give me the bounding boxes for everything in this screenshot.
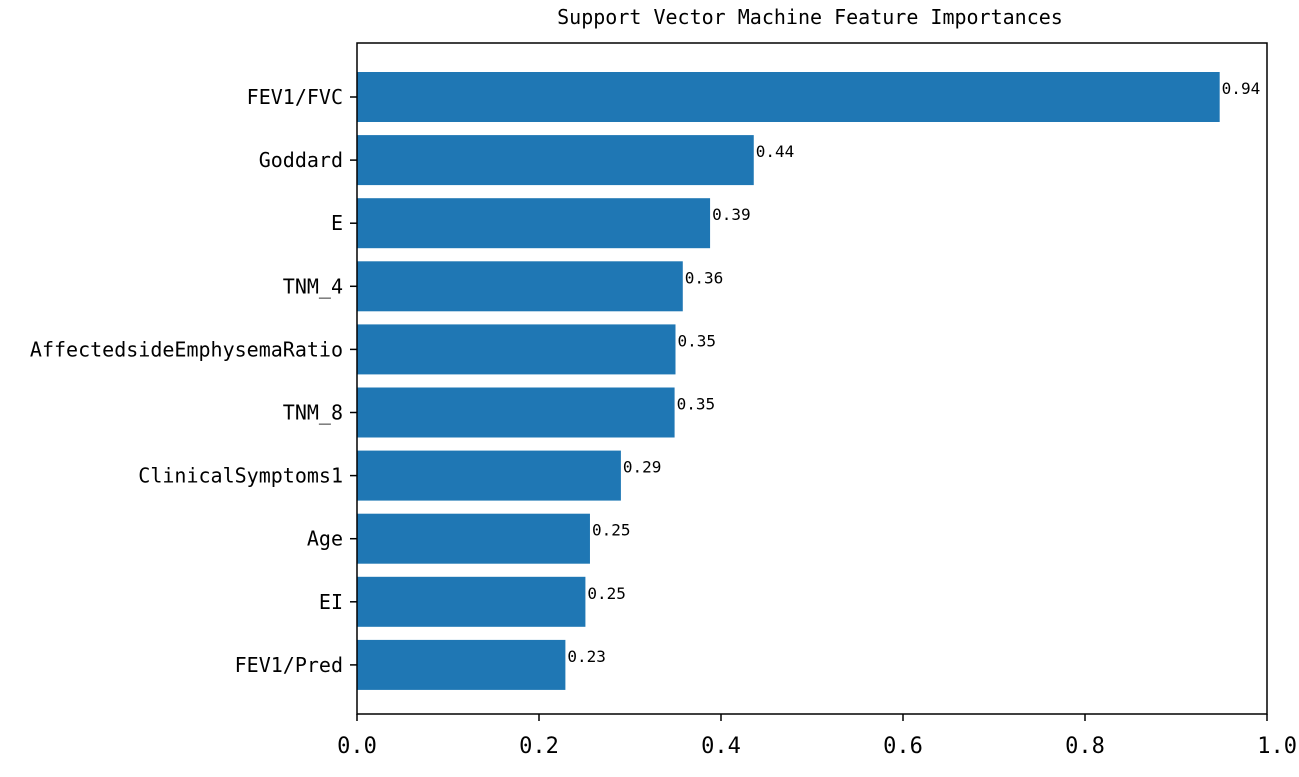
category-label-0: FEV1/FVC — [247, 85, 343, 109]
plot-area-frame — [356, 42, 1268, 715]
category-label-6: ClinicalSymptoms1 — [138, 464, 343, 488]
bar-3 — [357, 261, 683, 312]
category-label-7: Age — [307, 527, 343, 551]
bar-7 — [357, 513, 590, 564]
value-label-4: 0.35 — [678, 331, 717, 350]
category-label-9: FEV1/Pred — [235, 653, 343, 677]
bar-5 — [357, 387, 675, 438]
x-tick-label-1: 0.2 — [519, 734, 559, 759]
bar-6 — [357, 450, 621, 501]
value-label-1: 0.44 — [756, 142, 795, 161]
category-label-1: Goddard — [259, 148, 343, 172]
category-label-2: E — [331, 211, 343, 235]
x-tick-label-2: 0.4 — [701, 734, 741, 759]
value-label-2: 0.39 — [712, 205, 751, 224]
value-labels-group: 0.94 0.44 0.39 0.36 0.35 0.35 0.29 0.25 0.25 0.23 — [567, 79, 1260, 666]
x-axis-ticks-group: 0.0 0.2 0.4 0.6 0.8 1.0 — [337, 96, 1297, 759]
x-tick-label-3: 0.6 — [883, 734, 923, 759]
bar-9 — [357, 639, 566, 690]
x-tick-label-5: 1.0 — [1257, 734, 1297, 759]
bars-group — [357, 72, 1220, 690]
category-label-4: AffectedsideEmphysemaRatio — [30, 337, 343, 361]
value-label-7: 0.25 — [592, 521, 631, 540]
category-label-5: TNM_8 — [283, 401, 343, 425]
value-label-8: 0.25 — [587, 584, 626, 603]
value-label-5: 0.35 — [677, 395, 716, 414]
bar-0 — [357, 72, 1220, 122]
bar-4 — [357, 324, 676, 375]
x-tick-label-4: 0.8 — [1065, 734, 1105, 759]
value-label-0: 0.94 — [1222, 79, 1261, 98]
category-label-3: TNM_4 — [283, 274, 343, 298]
value-label-3: 0.36 — [685, 268, 724, 287]
x-tick-label-0: 0.0 — [337, 734, 377, 759]
chart-title: Support Vector Machine Feature Importanc… — [557, 5, 1063, 29]
category-label-8: EI — [319, 590, 343, 614]
category-labels-group: FEV1/FVC Goddard E TNM_4 AffectedsideEmphyse… — [30, 85, 343, 677]
bar-2 — [357, 198, 711, 249]
bar-8 — [357, 576, 586, 627]
value-label-6: 0.29 — [623, 458, 662, 477]
value-label-9: 0.23 — [567, 647, 606, 666]
bar-1 — [357, 135, 754, 186]
